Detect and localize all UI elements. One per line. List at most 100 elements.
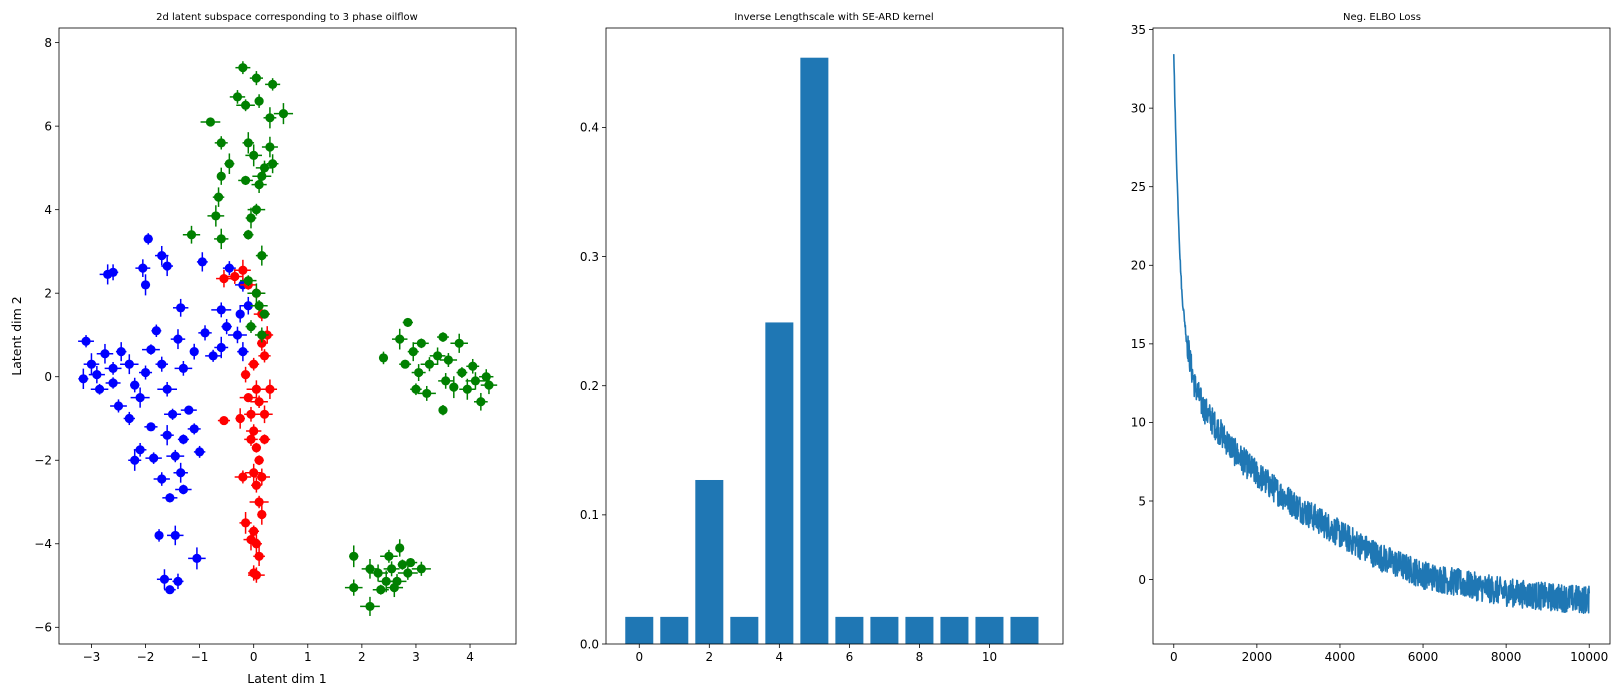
scatter-point — [217, 415, 231, 426]
scatter-point — [258, 434, 271, 445]
scatter-point — [261, 136, 278, 158]
scatter-point — [200, 117, 221, 127]
x-tick-label: 2000 — [1242, 650, 1273, 664]
scatter-point — [245, 144, 263, 167]
scatter-point — [399, 359, 412, 369]
scatter-point — [251, 478, 262, 493]
bar — [940, 616, 969, 644]
scatter-point — [229, 90, 246, 104]
y-tick-label: 20 — [1131, 259, 1146, 273]
scatter-point — [142, 344, 160, 355]
scatter-point — [78, 368, 89, 389]
scatter-point — [193, 445, 206, 458]
scatter-point — [226, 269, 243, 284]
scatter-point — [245, 463, 263, 482]
y-tick-label: 10 — [1131, 416, 1146, 430]
x-tick-label: 2 — [358, 650, 366, 664]
scatter-point — [378, 570, 394, 593]
scatter-point — [128, 449, 142, 471]
scatter-point — [235, 61, 251, 75]
scatter-point — [228, 326, 247, 344]
scatter-point — [438, 404, 448, 416]
scatter-point — [466, 358, 480, 374]
bar — [1010, 616, 1039, 644]
scatter-point — [133, 443, 147, 457]
scatter-point — [170, 329, 186, 350]
y-tick-label: 0 — [1138, 573, 1146, 587]
scatter-point — [391, 328, 408, 350]
scatter-point — [207, 205, 225, 227]
scatter-point — [99, 264, 116, 285]
y-tick-label: −6 — [34, 621, 52, 635]
scatter-point — [177, 434, 189, 445]
scatter-point — [438, 373, 454, 389]
scatter-point — [216, 167, 226, 185]
scatter-point — [420, 357, 439, 372]
y-tick-label: 30 — [1131, 101, 1146, 115]
scatter-point — [253, 546, 265, 567]
scatter-point — [188, 547, 206, 570]
scatter-point — [437, 332, 449, 342]
scatter-point — [251, 442, 262, 453]
loss-x-ticks: 0 2000 4000 6000 8000 10000 — [1170, 644, 1608, 664]
scatter-point — [173, 462, 188, 483]
scatter-point — [450, 333, 468, 353]
scatter-point — [245, 207, 257, 229]
y-tick-label: 0.1 — [580, 508, 599, 522]
scatter-point — [143, 233, 153, 245]
scatter-point — [78, 335, 94, 348]
scatter-point — [449, 376, 459, 399]
scatter-point — [407, 342, 419, 362]
scatter-axes-frame — [58, 27, 517, 645]
scatter-point — [411, 364, 426, 381]
x-tick-label: 0 — [635, 650, 643, 664]
scatter-point — [160, 425, 174, 446]
scatter-y-axis-label: Latent dim 2 — [9, 296, 24, 376]
y-tick-label: 25 — [1131, 180, 1146, 194]
scatter-point — [273, 103, 294, 125]
bar — [870, 616, 899, 644]
scatter-point — [429, 347, 446, 365]
scatter-point — [156, 569, 173, 590]
scatter-point — [257, 335, 267, 351]
scatter-point — [130, 387, 150, 408]
scatter-point — [120, 354, 139, 375]
bar — [625, 616, 654, 644]
x-tick-label: −2 — [137, 650, 155, 664]
scatter-point — [257, 504, 267, 525]
scatter-point — [243, 229, 254, 240]
scatter-point — [164, 585, 176, 595]
scatter-point — [459, 378, 476, 400]
scatter-point — [140, 274, 151, 296]
x-tick-label: 6000 — [1408, 650, 1439, 664]
scatter-point — [211, 302, 232, 318]
x-tick-label: 0 — [250, 650, 258, 664]
scatter-point — [236, 99, 255, 112]
bar — [905, 616, 934, 644]
latent-scatter-panel: 2d latent subspace corresponding to 3 ph… — [9, 12, 517, 686]
scatter-point — [123, 411, 135, 426]
x-tick-label: 0 — [1170, 650, 1178, 664]
x-tick-label: 8000 — [1491, 650, 1522, 664]
scatter-point — [167, 525, 184, 546]
scatter-point — [413, 338, 429, 349]
scatter-point — [239, 393, 257, 403]
x-tick-label: 4000 — [1325, 650, 1356, 664]
scatter-point — [247, 203, 266, 216]
scatter-point — [263, 107, 277, 129]
scatter-point — [248, 357, 260, 371]
scatter-point — [196, 252, 208, 272]
scatter-point — [252, 167, 272, 186]
scatter-point — [83, 353, 100, 376]
y-tick-label: 5 — [1138, 494, 1146, 508]
scatter-point — [104, 362, 122, 375]
x-tick-label: 2 — [705, 650, 713, 664]
scatter-point — [254, 455, 264, 466]
y-tick-label: 35 — [1131, 23, 1146, 37]
y-tick-label: 0 — [44, 370, 52, 384]
scatter-point — [250, 395, 268, 409]
scatter-point — [175, 484, 192, 495]
scatter-point — [237, 342, 249, 362]
scatter-point — [88, 365, 105, 384]
